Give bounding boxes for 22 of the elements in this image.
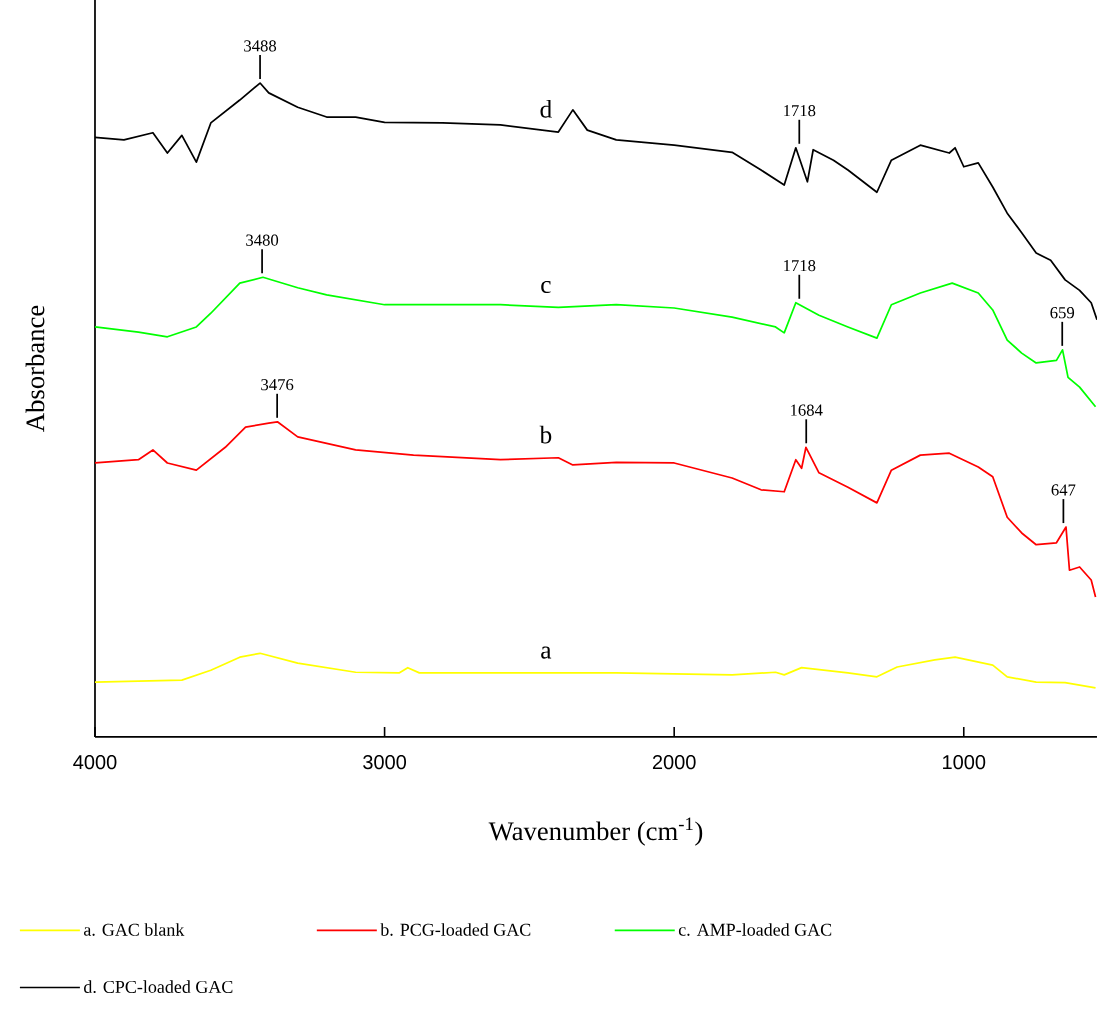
annotation: d bbox=[540, 100, 552, 118]
annotation: 647 bbox=[1051, 484, 1076, 496]
legend-label: b. PCG-loaded GAC bbox=[380, 923, 531, 936]
annotation: c bbox=[541, 280, 551, 294]
x-tick-label: 3000 bbox=[363, 755, 407, 770]
annotation: 1718 bbox=[784, 259, 816, 272]
annotation: 1718 bbox=[784, 105, 816, 117]
x-tick-label: 2000 bbox=[652, 755, 696, 770]
annotation: 3488 bbox=[244, 40, 277, 52]
x-axis-title: Wavenumber (cm$^{-1}$) bbox=[488, 817, 703, 846]
x-tick-label: 4000 bbox=[73, 755, 117, 770]
annotation: b bbox=[539, 425, 552, 444]
y-axis-title: Absorbance bbox=[25, 305, 45, 432]
annotation: 3480 bbox=[246, 234, 279, 246]
annotation: 3476 bbox=[261, 379, 294, 391]
legend-label: a. GAC blank bbox=[83, 923, 185, 936]
x-tick-label: 1000 bbox=[943, 755, 986, 770]
legend-label: d. CPC-loaded GAC bbox=[84, 980, 233, 994]
annotation: 659 bbox=[1050, 307, 1075, 319]
annotation: 1684 bbox=[791, 404, 823, 416]
annotation: a bbox=[541, 646, 552, 659]
legend-label: c. AMP-loaded GAC bbox=[678, 923, 832, 936]
